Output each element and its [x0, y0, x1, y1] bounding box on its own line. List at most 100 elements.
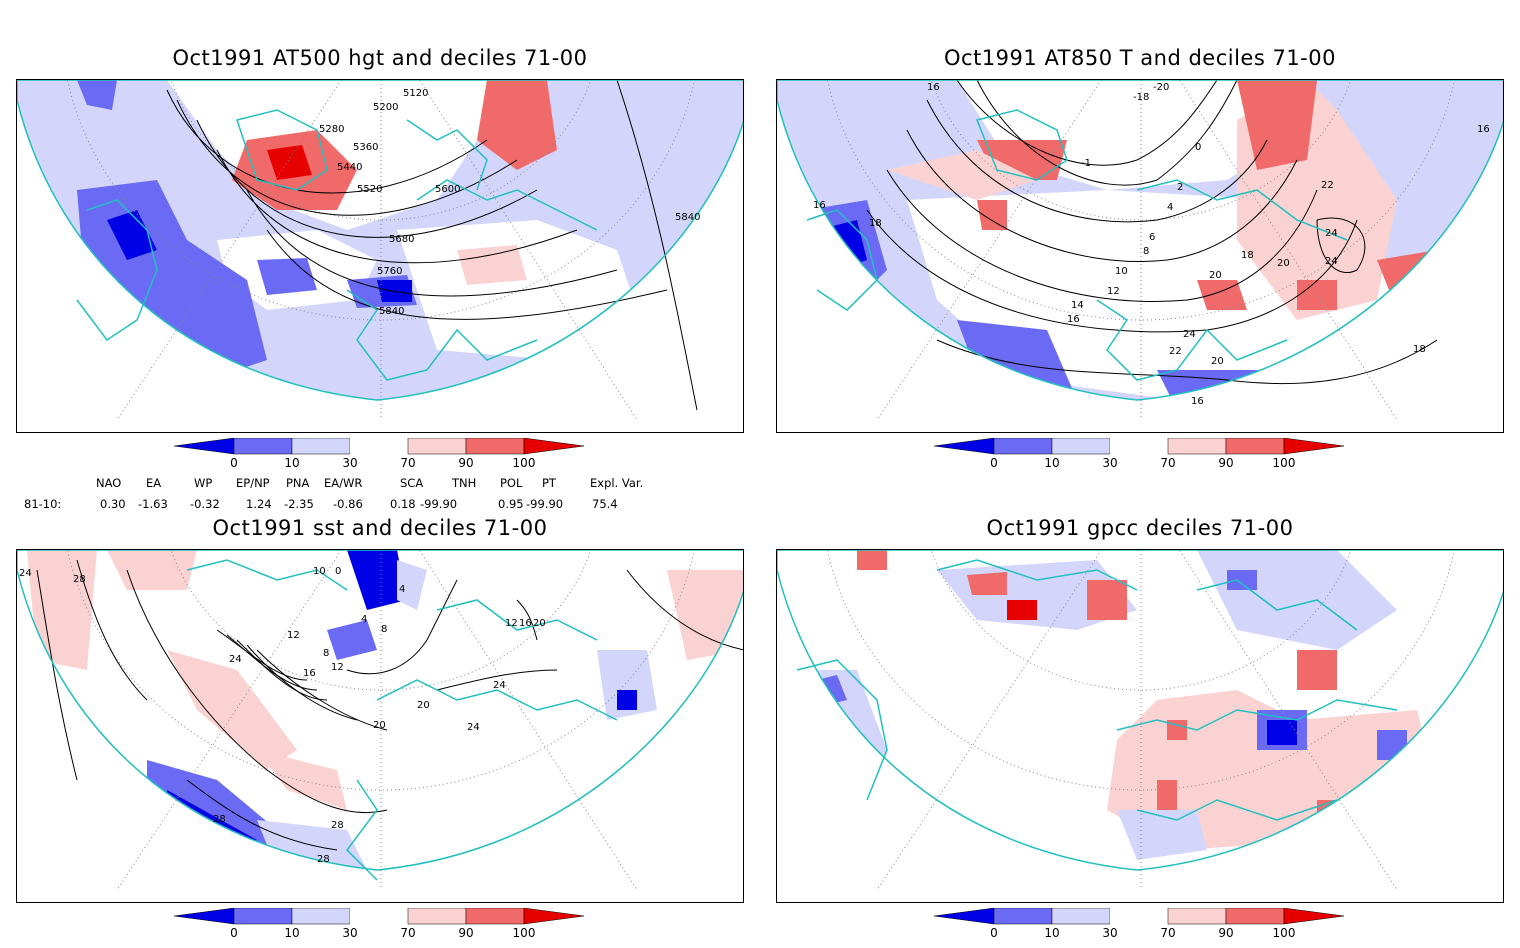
- contour-label: 2: [1177, 182, 1183, 193]
- contour-label: -18: [1133, 92, 1149, 103]
- colorbar-swatches: [173, 907, 585, 925]
- contour-label: 12: [331, 662, 344, 673]
- contour-label: 18: [869, 218, 882, 229]
- contour-label: 5520: [357, 184, 382, 195]
- index-header: NAO: [96, 476, 122, 490]
- colorbar-tick: 70: [400, 926, 416, 940]
- colorbar-tick: 10: [284, 926, 300, 940]
- contour-label: 4: [399, 584, 405, 595]
- contour-label: 5360: [353, 142, 378, 153]
- index-header: EA: [146, 476, 162, 490]
- contour-label: 8: [1143, 246, 1149, 257]
- contour-label: 0: [335, 566, 341, 577]
- contour-label: 18: [1413, 344, 1426, 355]
- colorbar-t850: 0 10 30 70 90 100: [933, 437, 1354, 478]
- index-row-label: 81-10:: [24, 497, 62, 511]
- colorbar-gpcc: 0 10 30 70 90 100: [933, 907, 1354, 948]
- contour-label: 5200: [373, 102, 398, 113]
- contour-label: 28: [213, 814, 226, 825]
- map-t850: 16 -20 -18 -1 0 2 4 6 8 10 12 14 16 18 1…: [777, 80, 1503, 421]
- colorbar-tick: 30: [342, 926, 358, 940]
- contour-label: 20: [373, 720, 386, 731]
- index-header: Expl. Var.: [590, 476, 644, 490]
- index-value: -0.86: [333, 497, 363, 511]
- map-panel-hgt: 5120 5200 5280 5360 5440 5520 5600 5680 …: [16, 79, 744, 433]
- contour-label: 12: [1107, 286, 1120, 297]
- colorbar-tick: 100: [512, 926, 536, 940]
- index-header: EA/WR: [324, 476, 363, 490]
- contour-label: 16: [813, 200, 826, 211]
- contour-label: 4: [361, 614, 367, 625]
- contour-label: 4: [1167, 202, 1173, 213]
- colorbar-tick: 100: [1272, 926, 1296, 940]
- contour-label: -1: [1081, 158, 1091, 169]
- colorbar-tick: 0: [990, 456, 998, 470]
- index-header: WP: [194, 476, 213, 490]
- map-gpcc: [777, 550, 1503, 891]
- contour-label: 5840: [379, 306, 404, 317]
- contour-label: 8: [323, 648, 329, 659]
- index-value: -0.32: [190, 497, 220, 511]
- colorbar-tick: 70: [400, 456, 416, 470]
- contour-label: 8: [381, 624, 387, 635]
- contour-label: 16: [1191, 396, 1204, 407]
- contour-label: 20: [1209, 270, 1222, 281]
- contour-label: 20: [1211, 356, 1224, 367]
- map-panel-sst: 24 28 0 10 4 4 8 8 12 16 12 20 24 24 20 …: [16, 549, 744, 903]
- contour-label: 16: [303, 668, 316, 679]
- colorbar-tick: 90: [1218, 926, 1234, 940]
- contour-label: 0: [1195, 142, 1201, 153]
- contour-label: 5840: [675, 212, 700, 223]
- contour-label: 16: [927, 82, 940, 93]
- contour-label: 10: [313, 566, 326, 577]
- panel-title-hgt: Oct1991 AT500 hgt and deciles 71-00: [172, 46, 588, 70]
- colorbar-tick: 30: [342, 456, 358, 470]
- contour-label: 5760: [377, 266, 402, 277]
- colorbar-hgt: 0 10 30 70 90 100: [173, 437, 594, 478]
- index-value: 0.95: [498, 497, 524, 511]
- contour-label: 22: [1169, 346, 1182, 357]
- index-value: -1.63: [138, 497, 168, 511]
- map-panel-gpcc: [776, 549, 1504, 903]
- colorbar-tick: 10: [1044, 456, 1060, 470]
- contour-label: 28: [317, 854, 330, 865]
- index-value: 1.24: [246, 497, 272, 511]
- map-panel-t850: 16 -20 -18 -1 0 2 4 6 8 10 12 14 16 18 1…: [776, 79, 1504, 433]
- colorbar-tick: 30: [1102, 456, 1118, 470]
- index-header: SCA: [400, 476, 424, 490]
- contour-label: 5600: [435, 184, 460, 195]
- contour-label: 28: [331, 820, 344, 831]
- panel-title-gpcc: Oct1991 gpcc deciles 71-00: [986, 516, 1294, 540]
- colorbar-swatches: [173, 437, 585, 455]
- contour-label: 20: [533, 618, 546, 629]
- colorbar-tick: 70: [1160, 926, 1176, 940]
- contour-label: 20: [417, 700, 430, 711]
- index-value: -99.90: [420, 497, 458, 511]
- colorbar-sst: 0 10 30 70 90 100: [173, 907, 594, 948]
- colorbar-tick: 30: [1102, 926, 1118, 940]
- colorbar-swatches: [933, 907, 1345, 925]
- index-header: PNA: [286, 476, 310, 490]
- contour-label: 24: [19, 568, 32, 579]
- contour-labels-hgt: 5120 5200 5280 5360 5440 5520 5600 5680 …: [319, 88, 700, 317]
- index-header: TNH: [452, 476, 477, 490]
- contour-label: 16: [519, 618, 532, 629]
- index-value: -99.90: [526, 497, 564, 511]
- colorbar-tick: 0: [230, 456, 238, 470]
- contour-label: 16: [1477, 124, 1490, 135]
- colorbar-tick: 10: [1044, 926, 1060, 940]
- contour-label: 24: [1325, 228, 1338, 239]
- contour-label: 24: [229, 654, 242, 665]
- contour-labels-t850: 16 -20 -18 -1 0 2 4 6 8 10 12 14 16 18 1…: [813, 82, 1490, 407]
- contour-label: 18: [1241, 250, 1254, 261]
- colorbar-tick: 100: [512, 456, 536, 470]
- contour-label: 16: [1067, 314, 1080, 325]
- contour-label: 6: [1149, 232, 1155, 243]
- colorbar-tick: 90: [1218, 456, 1234, 470]
- contour-label: 12: [287, 630, 300, 641]
- contour-label: 28: [73, 574, 86, 585]
- contour-label: 5680: [389, 234, 414, 245]
- contour-label: 5280: [319, 124, 344, 135]
- contour-labels-sst: 24 28 0 10 4 4 8 8 12 16 12 20 24 24 20 …: [19, 566, 546, 865]
- colorbar-swatches: [933, 437, 1345, 455]
